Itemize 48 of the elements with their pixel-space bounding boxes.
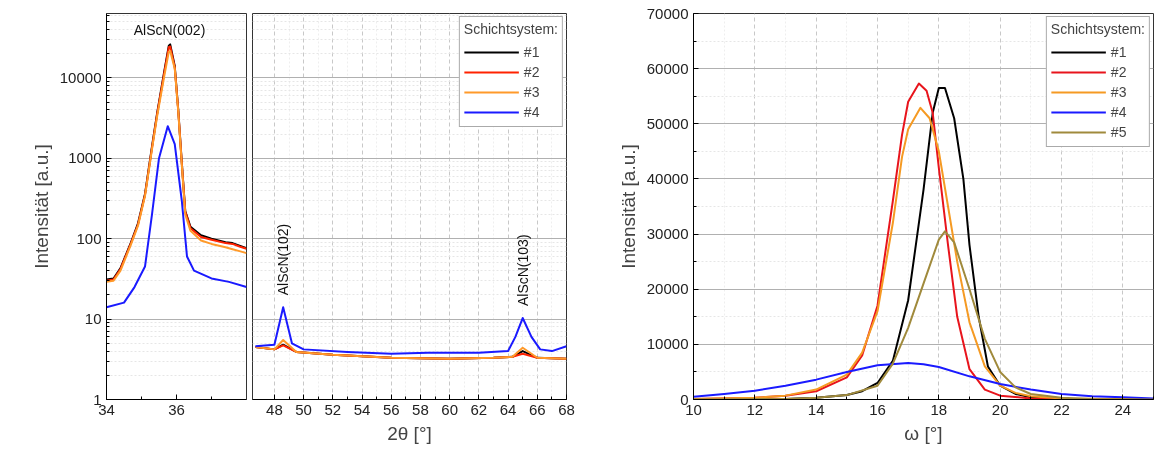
legend-label: #3	[523, 84, 541, 100]
x-axis-title: 2θ [°]	[387, 422, 432, 444]
legend-label: #1	[1110, 44, 1128, 60]
x-tick-label: 16	[869, 400, 886, 418]
x-tick-label: 54	[353, 400, 371, 418]
legend-label: #2	[1110, 64, 1128, 80]
legend-label: #4	[1110, 104, 1128, 120]
annotation: AlScN(102)	[275, 223, 292, 296]
y-tick-label: 10000	[646, 335, 689, 353]
x-tick-label: 24	[1114, 400, 1132, 418]
x-tick-label: 22	[1053, 400, 1070, 418]
x-tick-label: 50	[295, 400, 312, 418]
y-tick-label: 100	[76, 229, 102, 247]
y-tick-label: 1000	[68, 149, 102, 167]
x-tick-label: 56	[382, 400, 400, 418]
x-tick-label: 14	[807, 400, 825, 418]
y-tick-label: 50000	[646, 114, 689, 132]
x-tick-label: 12	[746, 400, 764, 418]
x-tick-label: 52	[324, 400, 342, 418]
x-tick-label: 62	[470, 400, 488, 418]
x-tick-label: 60	[441, 400, 459, 418]
x-tick-label: 66	[528, 400, 546, 418]
x-tick-label: 58	[412, 400, 429, 418]
y-axis-title: Intensität [a.u.]	[617, 144, 639, 269]
y-tick-label: 40000	[646, 169, 689, 187]
y-tick-label: 10000	[59, 68, 102, 86]
y-tick-label: 10	[84, 310, 102, 328]
x-tick-label: 64	[499, 400, 517, 418]
x-tick-label: 18	[930, 400, 948, 418]
legend-title: Schichtsystem:	[1050, 21, 1145, 37]
x-axis-title: ω [°]	[904, 422, 943, 444]
y-tick-label: 30000	[646, 225, 689, 243]
x-tick-label: 20	[991, 400, 1009, 418]
legend-label: #5	[1110, 124, 1128, 140]
legend-label: #4	[523, 104, 541, 120]
y-tick-label: 60000	[646, 59, 689, 77]
x-tick-label: 48	[266, 400, 283, 418]
y-tick-label: 20000	[646, 280, 689, 298]
y-axis-title: Intensität [a.u.]	[30, 144, 52, 269]
x-tick-label: 36	[168, 400, 185, 418]
annotation: AlScN(002)	[133, 22, 206, 39]
legend-label: #2	[523, 64, 541, 80]
x-tick-label: 68	[558, 400, 575, 418]
y-tick-label: 70000	[646, 4, 689, 22]
legend-title: Schichtsystem:	[463, 21, 558, 37]
legend-label: #3	[1110, 84, 1128, 100]
legend-label: #1	[523, 44, 541, 60]
annotation: AlScN(103)	[514, 234, 531, 307]
